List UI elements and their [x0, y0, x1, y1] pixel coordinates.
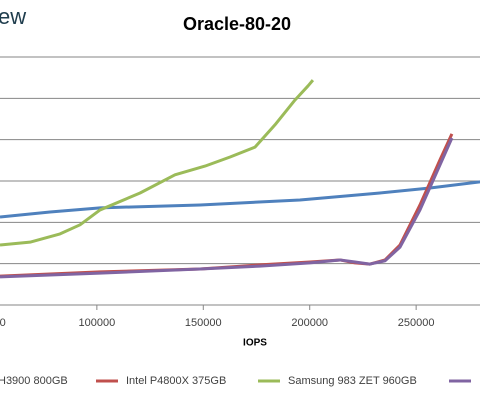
chart-title: Oracle-80-20 — [183, 14, 291, 34]
legend-label: H3900 800GB — [0, 375, 68, 387]
x-tick-label: 50000 — [0, 317, 6, 329]
x-tick-label: 250000 — [398, 317, 435, 329]
watermark: ew — [0, 4, 26, 29]
series-line — [0, 79, 315, 247]
x-axis-label: IOPS — [243, 338, 267, 349]
legend-label: Intel P4800X 375GB — [126, 375, 226, 387]
series-line — [0, 137, 454, 279]
x-tick-label: 100000 — [78, 317, 115, 329]
x-tick-label: 150000 — [185, 317, 222, 329]
legend-label: Samsung 983 ZET 960GB — [288, 375, 417, 387]
x-tick-label: 200000 — [291, 317, 328, 329]
series-line — [0, 180, 480, 219]
